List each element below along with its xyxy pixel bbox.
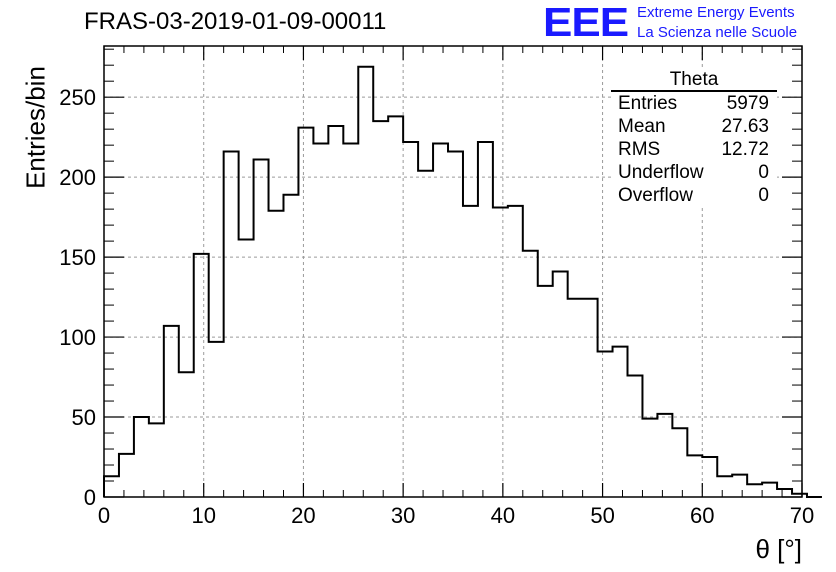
histogram-bin [568,299,583,497]
histogram-bin [104,476,119,497]
histogram-bin [687,455,702,497]
y-tick-label: 50 [72,405,96,430]
histogram-bin [553,272,568,498]
histogram-bin [433,144,448,497]
histogram-bin [493,208,508,497]
histogram-bin [463,206,478,497]
histogram-bin [269,211,284,497]
stats-label: Mean [618,116,666,137]
logo-line-1: Extreme Energy Events [637,4,795,21]
stats-row-overflow: Overflow 0 [611,184,777,207]
histogram-bin [149,423,164,497]
histogram-bin [777,489,792,497]
x-tick-label: 50 [590,503,614,528]
histogram-bin [134,417,149,497]
stats-row-mean: Mean 27.63 [611,115,777,138]
histogram-bin [508,206,523,497]
plot-frame [103,45,803,498]
chart-title: FRAS-03-2019-01-09-00011 [84,8,387,35]
y-axis-label-text: Entries/bin [20,66,51,189]
stats-value: 0 [758,162,769,183]
histogram-bin [538,286,553,497]
tick-labels: 0 10 20 30 40 50 60 70 0 50 100 150 200 250 [59,85,814,528]
grid-lines [104,46,802,497]
histogram-bin [583,299,598,497]
stats-label: Underflow [618,162,704,183]
stats-label: RMS [618,139,661,160]
stats-row-entries: Entries 5979 [611,92,777,115]
x-tick-label: 10 [191,503,215,528]
stats-value: 27.63 [721,116,769,137]
logo-line-2: La Scienza nelle Scuole [637,24,798,41]
histogram-bin [523,251,538,497]
stats-row-underflow: Underflow 0 [611,161,777,184]
histogram-bin [239,240,254,497]
stats-value: 12.72 [721,139,769,160]
x-tick-label: 40 [491,503,515,528]
histogram-bin [642,419,657,497]
histogram-bin [328,126,343,497]
eee-logo: EEE [543,0,629,46]
histogram-bin [702,457,717,497]
histogram-bin [672,428,687,497]
histogram-bin [209,342,224,497]
histogram-bin [613,347,628,497]
histogram-bin [598,351,613,497]
histogram-bin [762,483,777,497]
axis-ticks [103,46,803,498]
x-tick-label: 70 [790,503,814,528]
histogram-bin [343,144,358,497]
stats-value: 0 [758,185,769,206]
histogram-bin [448,152,463,497]
histogram-bin [418,171,433,497]
stats-label: Overflow [618,185,693,206]
histogram-outline [103,65,822,498]
histogram-bin [283,195,298,497]
histogram-bin [194,254,209,497]
histogram-bin [732,475,747,497]
y-tick-label: 200 [59,165,96,190]
histogram-bin [388,116,403,497]
stats-box: Theta Entries 5979 Mean 27.63 RMS 12.72 … [611,70,777,207]
x-tick-label: 60 [690,503,714,528]
stats-row-rms: RMS 12.72 [611,138,777,161]
y-tick-label: 250 [59,85,96,110]
histogram-bin [313,144,328,497]
histogram-bin [628,375,643,497]
y-tick-label: 150 [59,245,96,270]
histogram-bin [657,414,672,497]
y-tick-label: 100 [59,325,96,350]
x-tick-label: 20 [291,503,315,528]
histogram-bin [478,142,493,497]
stats-label: Entries [618,93,678,114]
y-tick-label: 0 [84,485,96,510]
histogram-bin [717,476,732,497]
x-axis-label: θ [°] [755,534,802,564]
histogram-bin [119,454,134,497]
stats-title: Theta [611,70,777,92]
histogram-bin [254,160,269,497]
histogram-bin [358,67,373,497]
x-tick-label: 0 [98,503,110,528]
x-tick-label: 30 [391,503,415,528]
histogram-bin [164,326,179,497]
histogram-bin [403,142,418,497]
histogram-bin [298,128,313,497]
stats-value: 5979 [726,93,769,114]
histogram-bin [747,484,762,497]
histogram-bin [179,372,194,497]
histogram-bin [224,152,239,497]
